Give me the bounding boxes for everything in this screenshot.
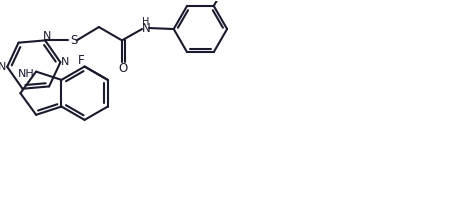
Text: S: S [70,34,78,47]
Text: N: N [61,57,70,67]
Text: N: N [141,21,150,34]
Text: O: O [118,62,127,75]
Text: N: N [43,31,51,41]
Text: N: N [0,62,7,72]
Text: F: F [78,54,85,67]
Text: H: H [142,17,150,27]
Text: NH: NH [18,69,35,79]
